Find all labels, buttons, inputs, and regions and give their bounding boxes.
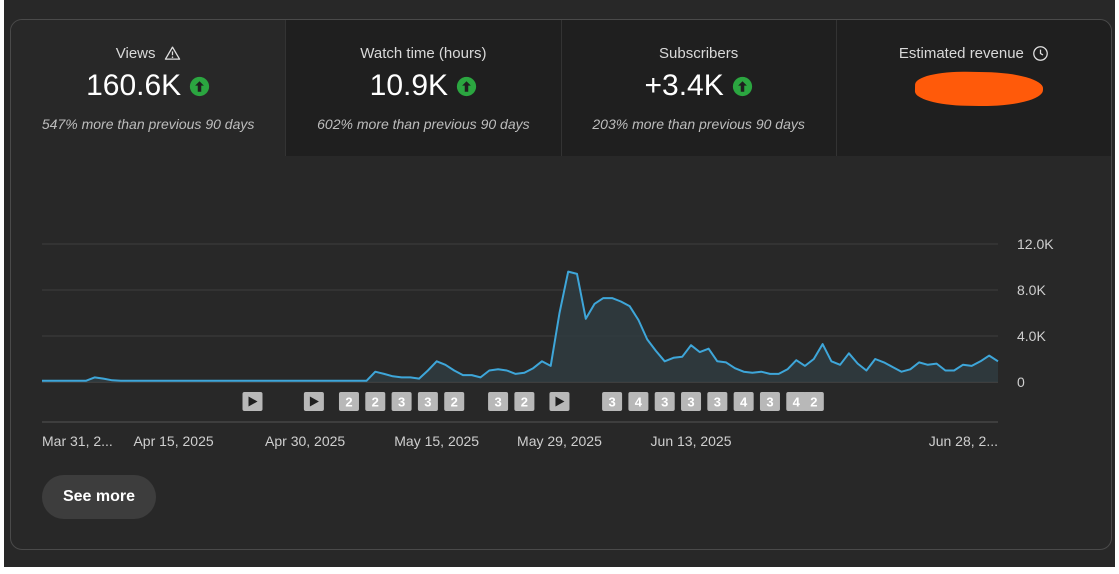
x-tick-label: Mar 31, 2...	[42, 433, 113, 449]
metric-comparison: 203% more than previous 90 days	[592, 116, 805, 132]
play-icon	[248, 396, 258, 407]
metric-value: 160.6K	[86, 69, 182, 102]
marker-count: 3	[661, 395, 668, 410]
metric-tab-views[interactable]: Views 160.6K 547% more than previous 90 …	[11, 20, 287, 156]
video-count-marker[interactable]: 3	[488, 392, 509, 411]
marker-count: 3	[766, 395, 773, 410]
metric-tab-subscribers[interactable]: Subscribers +3.4K 203% more than previou…	[561, 20, 837, 156]
metric-comparison: 547% more than previous 90 days	[41, 116, 255, 132]
marker-box	[391, 392, 412, 411]
overview-card: Views 160.6K 547% more than previous 90 …	[10, 19, 1112, 550]
marker-count: 4	[793, 395, 801, 410]
video-count-marker[interactable]: 2	[803, 392, 824, 411]
metric-tab-watch-time[interactable]: Watch time (hours) 10.9K 602% more than …	[286, 20, 562, 156]
marker-box	[733, 392, 754, 411]
metric-label: Estimated revenue	[898, 44, 1024, 62]
video-marker[interactable]	[242, 392, 263, 411]
marker-count: 4	[740, 395, 748, 410]
metric-comparison: 602% more than previous 90 days	[317, 116, 530, 132]
marker-box	[444, 392, 465, 411]
metric-value-row: 160.6K	[11, 68, 285, 104]
video-count-marker[interactable]: 2	[444, 392, 465, 411]
x-tick-label: May 29, 2025	[517, 433, 602, 449]
y-tick-label: 0	[1017, 374, 1025, 390]
warning-icon[interactable]	[164, 45, 181, 62]
marker-box	[628, 392, 649, 411]
play-icon	[555, 396, 565, 407]
marker-box	[759, 392, 780, 411]
video-count-marker[interactable]: 3	[391, 392, 412, 411]
marker-count: 2	[372, 395, 379, 410]
metric-value-row: +3.4K	[562, 68, 836, 104]
marker-box	[707, 392, 728, 411]
marker-count: 2	[521, 395, 528, 410]
video-count-marker[interactable]: 3	[654, 392, 675, 411]
x-tick-label: Apr 30, 2025	[265, 433, 345, 449]
metric-value: +3.4K	[644, 69, 724, 102]
arrow-up-icon	[456, 76, 477, 96]
marker-box	[654, 392, 675, 411]
video-count-marker[interactable]: 3	[759, 392, 780, 411]
metric-label: Views	[115, 44, 156, 62]
marker-box	[681, 392, 702, 411]
x-tick-label: Jun 28, 2...	[929, 433, 998, 449]
video-count-marker[interactable]: 2	[365, 392, 386, 411]
metric-value: 10.9K	[369, 69, 449, 102]
y-tick-label: 8.0K	[1017, 282, 1046, 298]
marker-box	[602, 392, 623, 411]
metric-label-row: Watch time (hours)	[286, 44, 560, 62]
metric-label: Subscribers	[659, 44, 739, 62]
marker-count: 3	[608, 395, 615, 410]
marker-box	[786, 392, 807, 411]
metric-tab-revenue[interactable]: Estimated revenue	[836, 20, 1111, 156]
y-tick-label: 12.0K	[1017, 236, 1054, 252]
video-count-marker[interactable]: 3	[417, 392, 438, 411]
play-icon	[309, 396, 319, 407]
video-count-marker[interactable]: 3	[707, 392, 728, 411]
x-tick-label: Jun 13, 2025	[651, 433, 732, 449]
marker-box	[417, 392, 438, 411]
series-line-views	[42, 270, 999, 382]
analytics-panel: Views 160.6K 547% more than previous 90 …	[4, 0, 1115, 567]
y-tick-label: 4.0K	[1017, 328, 1046, 344]
x-tick-label: May 15, 2025	[394, 433, 479, 449]
marker-count: 3	[424, 395, 431, 410]
marker-count: 4	[635, 395, 643, 410]
clock-icon[interactable]	[1032, 45, 1049, 62]
see-more-button[interactable]: See more	[42, 475, 156, 519]
marker-box	[365, 392, 386, 411]
video-count-marker[interactable]: 2	[338, 392, 359, 411]
video-count-marker[interactable]: 2	[514, 392, 535, 411]
redaction-mark	[914, 70, 1044, 108]
marker-count: 2	[810, 395, 817, 410]
video-marker[interactable]	[549, 392, 570, 411]
x-tick-label: Apr 15, 2025	[133, 433, 213, 449]
arrow-up-icon	[190, 76, 210, 96]
metric-label-row: Subscribers	[562, 44, 836, 62]
video-count-marker[interactable]: 4	[628, 392, 649, 411]
metric-label: Watch time (hours)	[360, 44, 487, 62]
arrow-up-icon	[732, 76, 752, 96]
video-count-marker[interactable]: 3	[681, 392, 702, 411]
metric-value-row: 10.9K	[286, 68, 560, 104]
metric-label-row: Views	[11, 44, 285, 62]
metric-label-row: Estimated revenue	[837, 44, 1111, 62]
marker-count: 3	[398, 395, 405, 410]
marker-box	[803, 392, 824, 411]
marker-count: 2	[345, 395, 352, 410]
video-count-marker[interactable]: 3	[602, 392, 623, 411]
video-count-marker[interactable]: 4	[733, 392, 754, 411]
marker-count: 3	[687, 395, 694, 410]
marker-box	[488, 392, 509, 411]
marker-count: 3	[714, 395, 721, 410]
video-marker[interactable]	[303, 392, 324, 411]
marker-count: 3	[494, 395, 501, 410]
marker-box	[514, 392, 535, 411]
video-count-marker[interactable]: 4	[786, 392, 807, 411]
marker-count: 2	[451, 395, 458, 410]
metric-tabs: Views 160.6K 547% more than previous 90 …	[11, 20, 1111, 156]
series-area	[42, 271, 998, 382]
marker-box	[338, 392, 359, 411]
